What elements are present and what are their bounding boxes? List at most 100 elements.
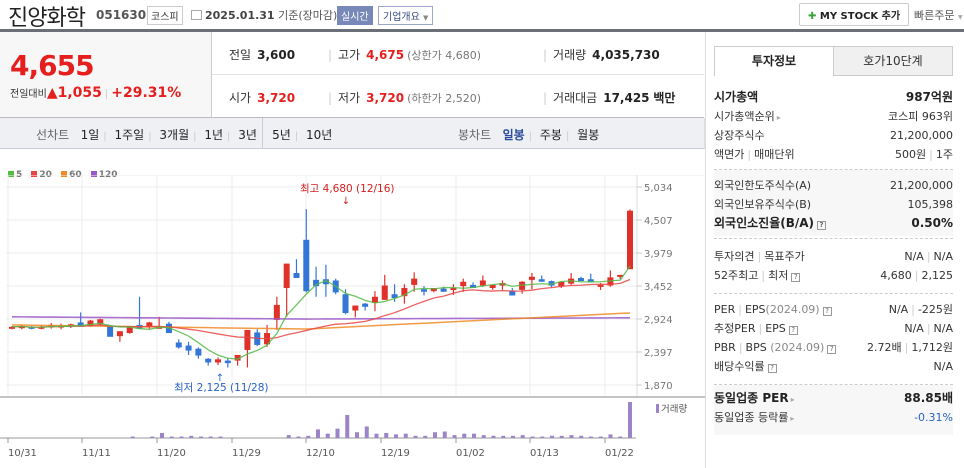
svg-text:12/10: 12/10 (306, 448, 335, 459)
realtime-button[interactable]: 실시간 (337, 6, 373, 25)
prev-close-label: 전일 (229, 48, 252, 62)
quick-order-dropdown[interactable]: 빠른주문 ▼ (914, 7, 963, 23)
help-icon[interactable]: ? (822, 307, 832, 316)
svg-text:4,507: 4,507 (644, 216, 673, 227)
company-info-label: 기업개요 (383, 12, 420, 23)
pbr-bps-row: PBR | BPS (2024.09)? 2.72배 | 1,712원 (714, 341, 953, 354)
svg-text:12/19: 12/19 (381, 448, 410, 459)
prev-close-value: 3,600 (257, 48, 296, 62)
svg-text:↓: ↓ (342, 196, 350, 207)
period-1y[interactable]: 1년 (204, 128, 223, 142)
investment-info-panel: 투자정보 호가10단계 시가총액 987억원 시가총액순위 ▸ 코스피 963위 상장… (705, 32, 964, 468)
plus-icon: ✚ (808, 11, 817, 22)
high-label: 고가 (338, 48, 361, 62)
volume-value: 4,035,730 (592, 48, 660, 62)
shares-row: 상장주식수 21,200,000 (714, 129, 953, 142)
sector-per-row[interactable]: 동일업종 PER ▸ 88.85배 (714, 391, 953, 405)
svg-text:10/31: 10/31 (8, 448, 37, 459)
52week-row: 52주최고 | 최저? 4,680 | 2,125 (714, 269, 953, 282)
svg-text:3,979: 3,979 (644, 249, 673, 260)
svg-text:11/29: 11/29 (232, 448, 261, 459)
per-eps-row: PER | EPS(2024.09)? N/A | -225원 (714, 303, 953, 316)
sector-section: 동일업종 PER ▸ 88.85배 동일업종 등락률 ▸ -0.31% (714, 385, 953, 435)
low-label: 저가 (338, 91, 361, 105)
svg-text:1,870: 1,870 (644, 381, 673, 392)
svg-text:최고 4,680 (12/16): 최고 4,680 (12/16) (300, 183, 395, 195)
tab-investment-info[interactable]: 투자정보 (714, 46, 834, 76)
divider (714, 293, 953, 294)
price-stats: 전일 3,600 | 고가 4,675 (상한가 4,680) | 거래량 4,035,73… (212, 32, 704, 118)
period-1d[interactable]: 1일 (80, 128, 100, 142)
help-icon[interactable]: ? (827, 345, 837, 354)
trade-value-label: 거래대금 (553, 91, 598, 105)
svg-text:01/13: 01/13 (530, 448, 559, 459)
candlestick-chart[interactable]: 5,034 4,507 3,979 3,452 2,924 2,397 1,870 최고 4,… (0, 175, 705, 468)
candle-chart-periods: 봉차트 일봉 | 주봉 | 월봉 (458, 128, 600, 142)
company-name: 진양화학 (8, 6, 86, 31)
period-monthly[interactable]: 월봉 (577, 128, 600, 142)
caret-down-icon: ▼ (423, 14, 429, 22)
change-rate: +29.31% (111, 85, 182, 101)
header-divider (0, 29, 964, 32)
market-cap-row: 시가총액 987억원 (714, 90, 953, 104)
divider (714, 238, 953, 239)
calendar-icon (191, 10, 202, 20)
candle-chart-label: 봉차트 (458, 128, 492, 142)
date-suffix: 기준(장마감) (278, 9, 338, 22)
help-icon[interactable]: ? (791, 273, 801, 282)
open-value: 3,720 (257, 91, 296, 105)
market-cap-rank-row[interactable]: 시가총액순위 ▸ 코스피 963위 (714, 110, 953, 123)
stock-header: 진양화학 051630 코스피 2025.01.31 기준(장마감) 실시간 기… (0, 0, 964, 31)
market-badge: 코스피 (147, 6, 183, 25)
info-tabs: 투자정보 호가10단계 (714, 46, 953, 76)
foreign-ratio-row: 외국인소진율(B/A)? 0.50% (714, 216, 953, 230)
upper-limit: (상한가 4,680) (407, 49, 482, 62)
period-3y[interactable]: 3년 (238, 128, 257, 142)
svg-text:11/11: 11/11 (82, 448, 111, 459)
date-value: 2025.01.31 (205, 9, 275, 22)
period-5y[interactable]: 5년 (272, 128, 291, 142)
svg-text:↑: ↑ (216, 373, 224, 384)
change-label: 전일대비 (10, 89, 47, 100)
line-chart-label: 선차트 (36, 128, 70, 142)
my-stock-add-button[interactable]: ✚ MY STOCK 추가 (799, 3, 910, 26)
stats-row-2: 시가 3,720 | 저가 3,720 (하한가 2,520) | 거래대금 17,425 … (212, 75, 704, 118)
up-triangle-icon: ▲ (46, 85, 58, 101)
price-summary: 4,655 전일대비▲1,055 | +29.31% (0, 32, 212, 118)
help-icon[interactable]: ? (767, 364, 777, 373)
market-cap-section: 시가총액 987억원 시가총액순위 ▸ 코스피 963위 상장주식수 21,200,00… (714, 88, 953, 164)
price-change: 전일대비▲1,055 | +29.31% (10, 85, 181, 101)
trade-value-unit: 백만 (653, 91, 676, 105)
divider (714, 169, 953, 170)
period-1w[interactable]: 1주일 (114, 128, 145, 142)
opinion-row: 투자의견 | 목표주가 N/A | N/A (714, 250, 953, 263)
svg-text:01/02: 01/02 (456, 448, 485, 459)
svg-text:2,397: 2,397 (644, 348, 673, 359)
my-stock-label: MY STOCK 추가 (819, 11, 901, 22)
svg-text:3,452: 3,452 (644, 282, 673, 293)
face-value-row: 액면가 | 매매단위 500원 | 1주 (714, 148, 953, 161)
low-value: 3,720 (366, 91, 405, 105)
caret-down-icon: ▼ (957, 14, 963, 21)
period-daily[interactable]: 일봉 (502, 128, 525, 142)
est-per-row: 추정PER | EPS? N/A | N/A (714, 322, 953, 335)
arrow-right-icon: ▸ (776, 113, 781, 122)
volume-label: 거래량 (553, 48, 587, 62)
open-price: 시가 3,720 (229, 89, 295, 106)
opinion-section: 투자의견 | 목표주가 N/A | N/A 52주최고 | 최저? 4,680 | 2,125 (714, 247, 953, 285)
help-icon[interactable]: ? (788, 326, 798, 335)
help-icon[interactable]: ? (817, 221, 827, 230)
high-price: | 고가 4,675 (상한가 4,680) (328, 48, 482, 62)
foreign-limit-row: 외국인한도주식수(A) 21,200,000 (714, 179, 953, 192)
period-3m[interactable]: 3개월 (159, 128, 190, 142)
quick-order-label: 빠른주문 (914, 9, 955, 22)
company-info-dropdown[interactable]: 기업개요 ▼ (378, 6, 434, 25)
tab-orderbook[interactable]: 호가10단계 (833, 46, 953, 76)
period-weekly[interactable]: 주봉 (539, 128, 562, 142)
volume: | 거래량 4,035,730 (543, 48, 660, 62)
dividend-row: 배당수익률? N/A (714, 360, 953, 373)
period-10y[interactable]: 10년 (305, 128, 333, 142)
sector-change-row[interactable]: 동일업종 등락률 ▸ -0.31% (714, 411, 953, 424)
change-amount: 1,055 (57, 85, 102, 101)
lower-limit: (하한가 2,520) (407, 92, 482, 105)
